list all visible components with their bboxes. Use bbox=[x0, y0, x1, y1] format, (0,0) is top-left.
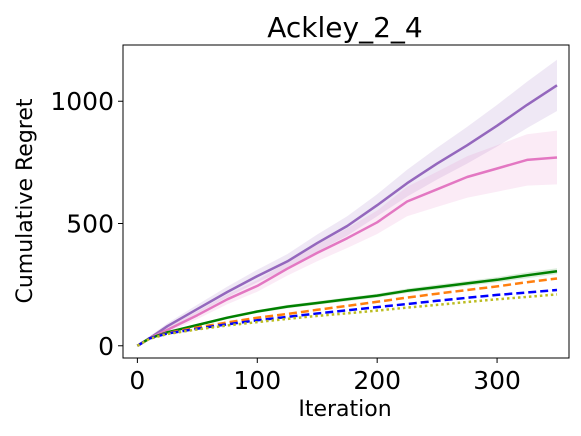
chart-title: Ackley_2_4 bbox=[267, 11, 422, 44]
x-tick-label: 200 bbox=[353, 366, 401, 395]
x-axis-ticks: 0 100 200 300 bbox=[129, 358, 521, 395]
series-2-line bbox=[136, 269, 558, 347]
y-tick-label: 0 bbox=[98, 332, 114, 361]
series-1-line bbox=[136, 156, 558, 347]
y-axis-ticks: 0 500 1000 bbox=[50, 87, 123, 361]
y-axis-label: Cumulative Regret bbox=[13, 98, 38, 303]
series-0-line bbox=[136, 84, 558, 347]
plot-frame bbox=[122, 44, 570, 359]
y-tick-label: 500 bbox=[66, 210, 114, 239]
confidence-bands bbox=[137, 59, 557, 347]
series-0-band bbox=[137, 59, 557, 347]
y-tick-label: 1000 bbox=[50, 87, 114, 116]
x-axis-label: Iteration bbox=[298, 397, 391, 422]
series-lines bbox=[136, 84, 558, 347]
series-5-line bbox=[136, 293, 558, 347]
x-tick-label: 300 bbox=[473, 366, 521, 395]
x-tick-label: 0 bbox=[129, 366, 145, 395]
x-tick-label: 100 bbox=[233, 366, 281, 395]
series-4-line bbox=[136, 288, 558, 347]
